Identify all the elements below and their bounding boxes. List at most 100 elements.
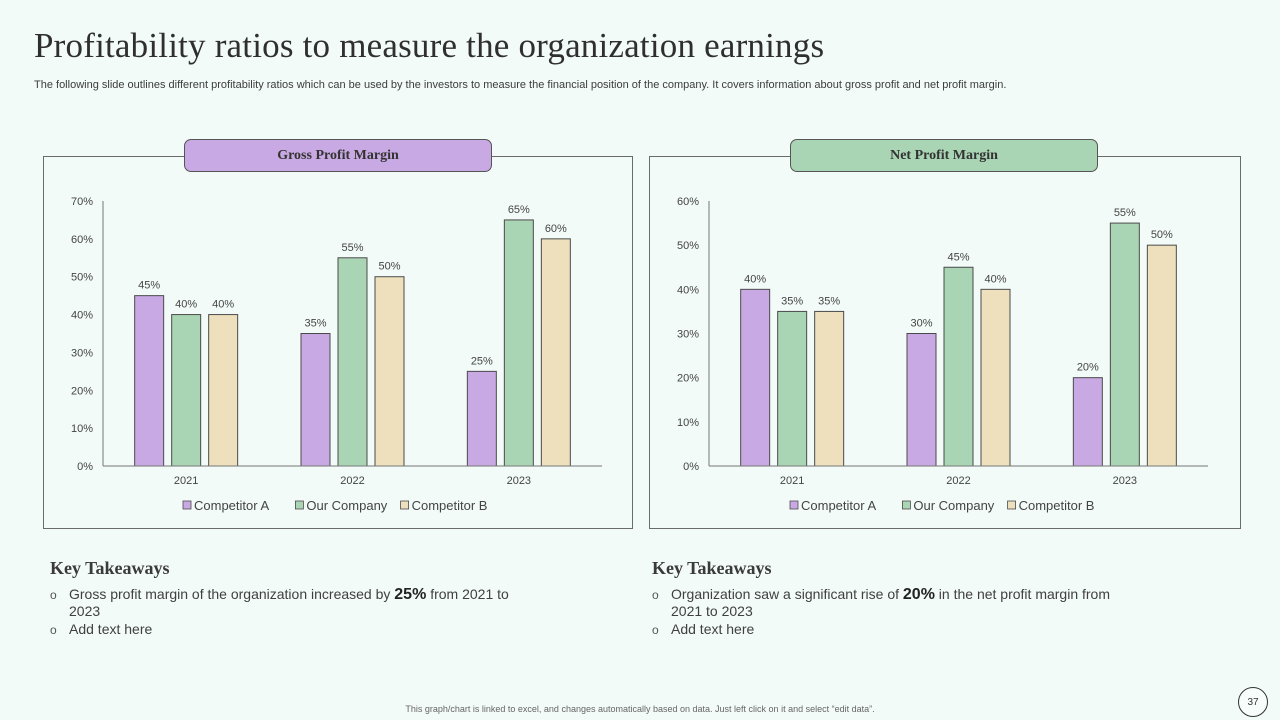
data-label: 50% — [1151, 229, 1173, 241]
x-tick-label: 2023 — [1113, 475, 1137, 487]
bar-competitor-b — [1146, 244, 1177, 467]
data-label: 40% — [175, 299, 197, 311]
gross-profit-chart[interactable]: 0% 10% 20% 30% 40% 50% 60% 70% 45% 40% 40% 2021 35% 5… — [44, 157, 632, 528]
y-tick-label: 40% — [677, 284, 699, 296]
takeaway-text: Gross profit margin of the organization … — [69, 586, 395, 602]
y-tick-label: 40% — [71, 310, 93, 322]
takeaway-placeholder-text[interactable]: Add text here — [69, 621, 153, 637]
data-label: 35% — [781, 295, 803, 307]
bar-competitor-a — [134, 295, 165, 467]
y-tick-label: 50% — [677, 240, 699, 252]
takeaway-highlight: 25% — [394, 586, 427, 603]
bar-our-company — [943, 266, 974, 467]
legend-swatch — [901, 500, 911, 510]
legend-swatch — [1007, 500, 1017, 510]
page-title: Profitability ratios to measure the orga… — [34, 26, 825, 65]
data-label: 35% — [818, 295, 840, 307]
footer-note: This graph/chart is linked to excel, and… — [405, 704, 875, 714]
y-tick-label: 30% — [677, 329, 699, 341]
x-tick-label: 2021 — [174, 475, 198, 487]
y-tick-label: 0% — [683, 461, 699, 473]
legend-label: Competitor B — [412, 498, 488, 513]
bar-competitor-a — [300, 333, 331, 467]
takeaways-list: o Organization saw a significant rise of … — [652, 586, 1132, 638]
circle-bullet-icon: o — [652, 588, 659, 602]
bar-our-company — [1109, 222, 1140, 467]
page-subtitle: The following slide outlines different p… — [34, 79, 1007, 91]
x-tick-label: 2023 — [507, 475, 531, 487]
legend-label: Competitor A — [801, 498, 876, 513]
takeaways-heading: Key Takeaways — [50, 558, 170, 578]
bar-competitor-a — [466, 370, 497, 467]
legend-label: Competitor A — [194, 498, 269, 513]
y-tick-label: 50% — [71, 272, 93, 284]
y-tick-label: 70% — [71, 196, 93, 208]
circle-bullet-icon: o — [50, 588, 57, 602]
bar-competitor-a — [1072, 377, 1103, 467]
net-profit-chart-panel: 0% 10% 20% 30% 40% 50% 60% 40% 35% 35% 2021 30% 45% 4… — [649, 156, 1241, 529]
data-label: 65% — [508, 204, 530, 216]
data-label: 25% — [471, 355, 493, 367]
bar-competitor-a — [740, 288, 771, 467]
circle-bullet-icon: o — [50, 623, 57, 637]
gross-profit-chart-panel: 0% 10% 20% 30% 40% 50% 60% 70% 45% 40% 40% 2021 35% 5… — [43, 156, 633, 529]
bar-our-company — [777, 310, 808, 467]
data-label: 30% — [910, 318, 932, 330]
data-label: 40% — [744, 273, 766, 285]
data-label: 40% — [212, 299, 234, 311]
bar-competitor-b — [540, 238, 571, 467]
data-label: 55% — [341, 242, 363, 254]
y-tick-label: 60% — [71, 234, 93, 246]
y-tick-label: 30% — [71, 347, 93, 359]
takeaway-text: from 2021 to 2023 — [69, 586, 509, 619]
legend-swatch — [400, 500, 410, 510]
x-tick-label: 2022 — [340, 475, 364, 487]
y-tick-label: 60% — [677, 196, 699, 208]
data-label: 20% — [1077, 362, 1099, 374]
net-profit-takeaways: Key Takeaways o Organization saw a signif… — [652, 558, 1132, 639]
bar-our-company — [337, 257, 368, 467]
bar-competitor-b — [980, 288, 1011, 467]
takeaway-item[interactable]: o Add text here — [652, 621, 1132, 638]
data-label: 40% — [984, 273, 1006, 285]
bar-competitor-b — [208, 314, 239, 467]
bar-competitor-b — [814, 310, 845, 467]
data-label: 50% — [378, 261, 400, 273]
legend-swatch — [294, 500, 304, 510]
takeaways-list: o Gross profit margin of the organization… — [50, 586, 530, 638]
bar-our-company — [503, 219, 534, 467]
gross-profit-title-pill: Gross Profit Margin — [184, 139, 492, 172]
x-tick-label: 2022 — [946, 475, 970, 487]
bar-competitor-a — [906, 333, 937, 467]
legend-swatch — [182, 500, 192, 510]
takeaway-placeholder-text[interactable]: Add text here — [671, 621, 755, 637]
data-label: 60% — [545, 223, 567, 235]
takeaway-text: Organization saw a significant rise of — [671, 586, 903, 602]
circle-bullet-icon: o — [652, 623, 659, 637]
takeaway-item: o Gross profit margin of the organization… — [50, 586, 530, 620]
y-tick-label: 10% — [71, 423, 93, 435]
net-profit-title-pill: Net Profit Margin — [790, 139, 1098, 172]
y-tick-label: 0% — [77, 461, 93, 473]
takeaways-heading: Key Takeaways — [652, 558, 772, 578]
data-label: 45% — [138, 280, 160, 292]
takeaway-highlight: 20% — [902, 586, 935, 603]
legend-swatch — [789, 500, 799, 510]
legend-label: Our Company — [913, 498, 994, 513]
x-tick-label: 2021 — [780, 475, 804, 487]
bar-competitor-b — [374, 276, 405, 467]
takeaway-text: in the net profit margin from 2021 to 20… — [671, 586, 1110, 619]
data-label: 55% — [1114, 207, 1136, 219]
data-label: 35% — [304, 318, 326, 330]
y-tick-label: 20% — [677, 373, 699, 385]
legend-label: Competitor B — [1019, 498, 1095, 513]
y-tick-label: 20% — [71, 385, 93, 397]
takeaway-item: o Organization saw a significant rise of … — [652, 586, 1132, 620]
data-label: 45% — [947, 251, 969, 263]
takeaway-item[interactable]: o Add text here — [50, 621, 530, 638]
y-tick-label: 10% — [677, 417, 699, 429]
page-number: 37 — [1238, 687, 1268, 717]
bar-our-company — [171, 314, 202, 467]
net-profit-chart[interactable]: 0% 10% 20% 30% 40% 50% 60% 40% 35% 35% 2021 30% 45% 4… — [650, 157, 1240, 528]
gross-profit-takeaways: Key Takeaways o Gross profit margin of th… — [50, 558, 530, 639]
